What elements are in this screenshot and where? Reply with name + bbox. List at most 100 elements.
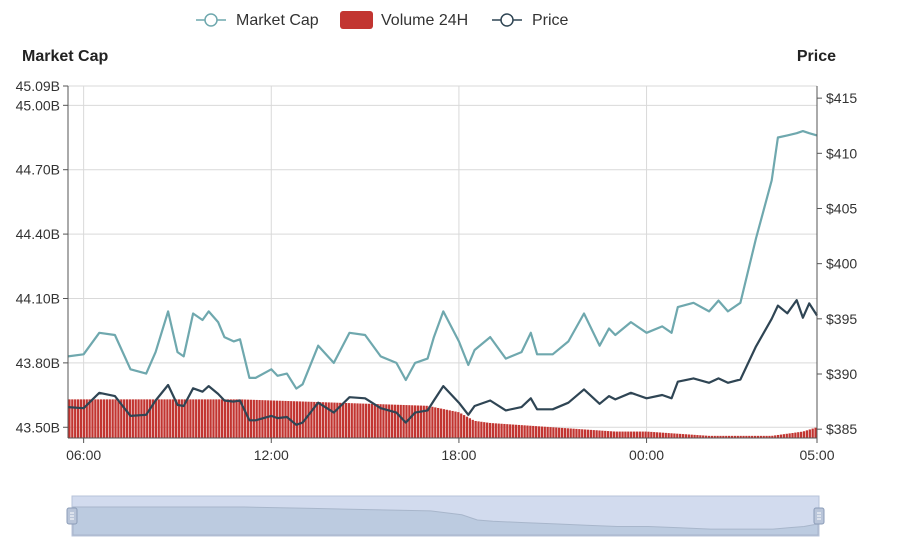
- volume-bar: [295, 401, 299, 438]
- volume-bar: [442, 409, 446, 438]
- volume-bar: [601, 430, 604, 438]
- volume-bar: [123, 399, 126, 438]
- volume-bar: [344, 403, 348, 438]
- volume-bar: [465, 416, 469, 438]
- volume-bar: [797, 432, 800, 438]
- volume-bar: [439, 408, 443, 438]
- volume-bar: [569, 428, 572, 438]
- volume-bar: [174, 399, 178, 438]
- volume-bar: [486, 422, 489, 438]
- volume-bar: [293, 401, 296, 438]
- volume-bar: [756, 435, 760, 438]
- volume-bar: [252, 399, 255, 438]
- volume-bar: [408, 405, 411, 438]
- volume-bar: [215, 399, 218, 438]
- legend-item-market-cap[interactable]: Market Cap: [196, 12, 319, 29]
- volume-bar: [393, 404, 397, 438]
- volume-bar: [722, 435, 725, 438]
- volume-bar: [468, 418, 472, 438]
- volume-bar: [94, 399, 97, 438]
- volume-bar: [223, 399, 227, 438]
- zoom-handle-right[interactable]: [813, 507, 825, 525]
- left-tick-label: 43.80B: [16, 355, 60, 371]
- volume-bar: [716, 435, 719, 438]
- volume-bar: [802, 431, 806, 438]
- legend: Market Cap Volume 24H Price: [196, 11, 569, 29]
- price-line: [67, 299, 818, 426]
- volume-bar: [730, 435, 734, 438]
- x-tick-label: 05:00: [799, 447, 834, 463]
- volume-bar: [566, 428, 569, 438]
- legend-item-price[interactable]: Price: [492, 12, 569, 29]
- volume-bar: [385, 404, 388, 438]
- volume-bar: [474, 420, 477, 438]
- volume-bar: [249, 399, 253, 438]
- volume-bar: [373, 403, 376, 438]
- volume-bar: [480, 421, 483, 438]
- right-tick-label: $415: [826, 90, 857, 106]
- volume-bar: [586, 429, 590, 438]
- volume-bar: [774, 435, 777, 438]
- volume-bar: [768, 435, 771, 438]
- x-tick-label: 18:00: [441, 447, 476, 463]
- volume-bar: [460, 413, 463, 438]
- volume-bar: [157, 399, 160, 438]
- left-tick-label: 44.40B: [16, 226, 60, 242]
- volume-bar: [269, 400, 273, 438]
- volume-bar: [235, 399, 238, 438]
- volume-bar: [563, 428, 567, 438]
- volume-bar: [91, 399, 94, 438]
- volume-bar: [477, 421, 480, 438]
- volume-bar: [748, 435, 751, 438]
- volume-bar: [753, 435, 757, 438]
- volume-bar: [667, 433, 670, 438]
- volume-bar: [632, 431, 636, 438]
- volume-bar: [690, 434, 693, 438]
- volume-bar: [267, 400, 270, 438]
- volume-bar: [68, 399, 71, 438]
- volume-bar: [229, 399, 232, 438]
- volume-bar: [621, 431, 624, 438]
- volume-bar: [494, 423, 497, 438]
- volume-bar: [454, 411, 457, 438]
- volume-bar: [650, 431, 653, 438]
- volume-bar: [209, 399, 212, 438]
- volume-bar: [676, 433, 679, 438]
- data-zoom-slider[interactable]: [66, 495, 825, 537]
- volume-bar: [390, 404, 394, 438]
- volume-bar: [206, 399, 209, 438]
- volume-bar: [702, 435, 705, 438]
- right-axis-ticks: $415 $410 $405 $400 $395 $390 $385: [817, 90, 857, 437]
- volume-bar: [483, 422, 486, 438]
- volume-bar: [422, 405, 425, 438]
- volume-bar: [532, 425, 535, 438]
- volume-bar: [630, 431, 633, 438]
- volume-bar: [638, 431, 641, 438]
- volume-bar: [523, 425, 526, 438]
- zoom-handle-left[interactable]: [66, 507, 78, 525]
- left-axis-title: Market Cap: [22, 48, 108, 65]
- legend-item-volume[interactable]: Volume 24H: [340, 11, 468, 29]
- volume-bar: [370, 403, 374, 438]
- volume-bar: [529, 425, 532, 438]
- volume-bar: [218, 399, 221, 438]
- grid: [68, 85, 817, 438]
- volume-bar: [232, 399, 235, 438]
- volume-bar: [771, 435, 774, 438]
- left-tick-label: 45.09B: [16, 78, 60, 94]
- volume-bar: [742, 435, 745, 438]
- volume-bar: [169, 399, 172, 438]
- market-cap-legend-icon: [204, 13, 218, 27]
- volume-bar: [457, 412, 460, 438]
- volume-bar: [612, 431, 616, 438]
- volume-bar: [575, 428, 578, 438]
- left-tick-label: 43.50B: [16, 419, 60, 435]
- right-tick-label: $385: [826, 421, 857, 437]
- volume-bar: [350, 403, 353, 438]
- volume-bar: [79, 399, 83, 438]
- volume-bar: [670, 433, 673, 438]
- volume-bar: [583, 429, 587, 438]
- x-tick-label: 00:00: [629, 447, 664, 463]
- volume-bar: [653, 432, 656, 438]
